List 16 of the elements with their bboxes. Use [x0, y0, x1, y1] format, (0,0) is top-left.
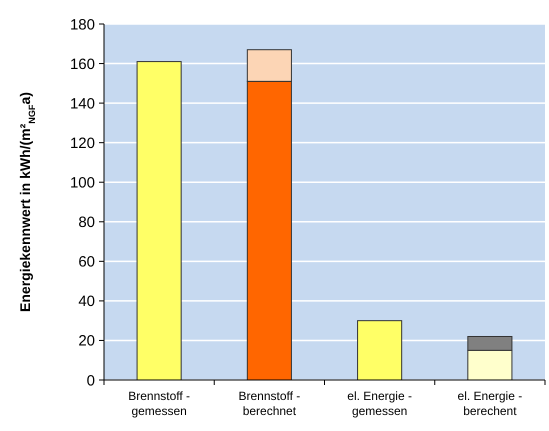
x-tick-label: Brennstoff - berechnet	[238, 389, 300, 418]
y-tick-label: 120	[70, 134, 95, 152]
y-tick-label: 80	[78, 214, 95, 232]
bar	[357, 320, 402, 380]
y-tick-label: 180	[70, 16, 95, 34]
x-tick-label: Brennstoff - gemessen	[128, 389, 190, 418]
y-tick-label: 40	[78, 293, 95, 310]
y-tick-label: 100	[70, 174, 95, 192]
x-tick-label: el. Energie - berechent	[458, 389, 522, 418]
y-tick-label: 0	[86, 372, 95, 390]
x-tick-label: el. Energie - gemessen	[347, 389, 412, 418]
y-tick-label: 160	[70, 56, 95, 73]
y-tick-label: 140	[70, 95, 95, 112]
y-tick-label: 20	[78, 332, 95, 350]
bar	[136, 61, 182, 380]
y-tick-label: 60	[78, 254, 95, 271]
